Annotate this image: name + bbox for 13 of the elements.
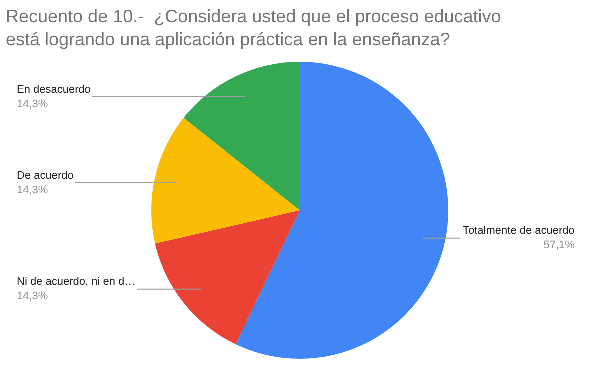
slice-label: Ni de acuerdo, ni en d… [17,276,136,288]
data-label: 57,1% [544,239,576,252]
slice-label: En desacuerdo [17,84,91,96]
pie-slice [184,62,300,210]
slice-label: De acuerdo [17,170,74,182]
data-label: 14,3% [17,98,48,110]
data-label: 14,3% [17,290,48,302]
pie-slice [236,62,448,359]
chart-title: Recuento de 10.- ¿Considera usted que el proceso educativo está logrando una aplicación práctica en la enseñanza? [6,6,502,50]
pie-slice [155,210,300,344]
slice-label: Totalmente de acuerdo [463,225,575,237]
pie-slice [152,118,300,244]
data-label: 14,3% [17,184,48,196]
